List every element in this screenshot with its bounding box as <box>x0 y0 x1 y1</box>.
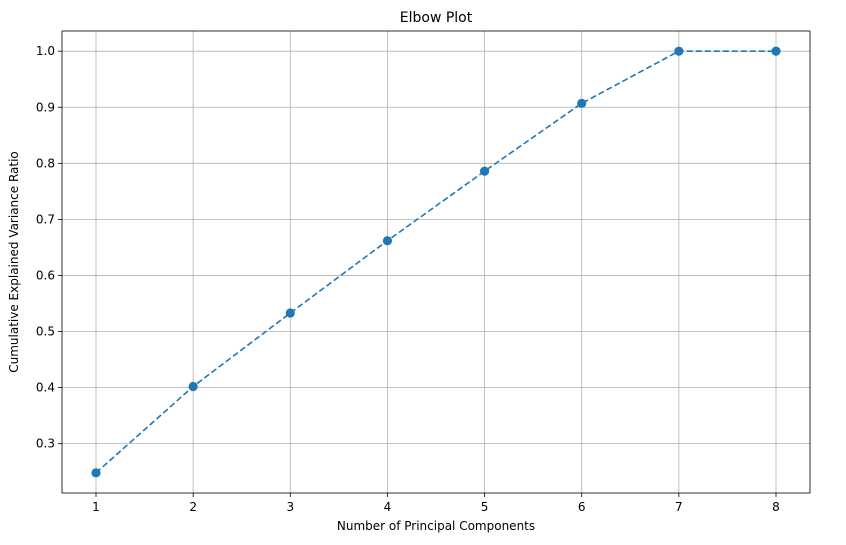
x-tick-label: 7 <box>675 500 683 514</box>
y-axis-label: Cumulative Explained Variance Ratio <box>7 151 21 373</box>
x-tick-label: 6 <box>578 500 586 514</box>
data-point <box>479 166 490 176</box>
x-tick-label: 5 <box>481 500 489 514</box>
plot-area <box>61 30 811 494</box>
y-tick-label: 0.3 <box>36 437 55 451</box>
y-tick-label: 0.4 <box>36 381 55 395</box>
y-tick-label: 0.9 <box>36 100 55 114</box>
data-point <box>771 46 781 56</box>
y-tick-label: 0.5 <box>36 325 55 339</box>
x-tick-label: 3 <box>286 500 294 514</box>
x-axis-label: Number of Principal Components <box>337 519 535 533</box>
y-tick-label: 0.6 <box>36 268 55 282</box>
x-tick-label: 2 <box>189 500 197 514</box>
y-tick-label: 0.7 <box>36 212 55 226</box>
y-tick-label: 1.0 <box>36 44 55 58</box>
data-point <box>188 381 198 392</box>
data-point <box>285 308 295 318</box>
grid <box>62 31 810 493</box>
data-point <box>577 98 587 108</box>
data-point <box>382 236 393 246</box>
x-tick-label: 8 <box>772 500 780 514</box>
ticks: 1 2 3 4 5 6 7 8 0.3 0.4 0.5 0.6 0.7 0.8 0.9 1.0 <box>36 44 780 514</box>
x-tick-label: 1 <box>92 500 100 514</box>
x-tick-label: 4 <box>384 500 392 514</box>
y-tick-label: 0.8 <box>36 156 55 170</box>
series-layer <box>91 46 781 478</box>
series-line <box>95 50 776 474</box>
data-point <box>674 46 684 56</box>
chart-title: Elbow Plot <box>400 10 473 26</box>
data-point <box>91 468 101 478</box>
